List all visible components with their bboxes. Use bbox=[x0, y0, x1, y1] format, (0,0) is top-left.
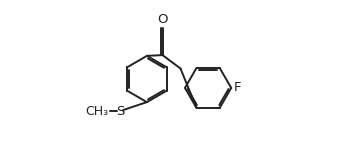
Text: CH₃: CH₃ bbox=[86, 105, 109, 117]
Text: O: O bbox=[157, 13, 168, 26]
Text: S: S bbox=[116, 105, 124, 117]
Text: F: F bbox=[234, 81, 241, 94]
